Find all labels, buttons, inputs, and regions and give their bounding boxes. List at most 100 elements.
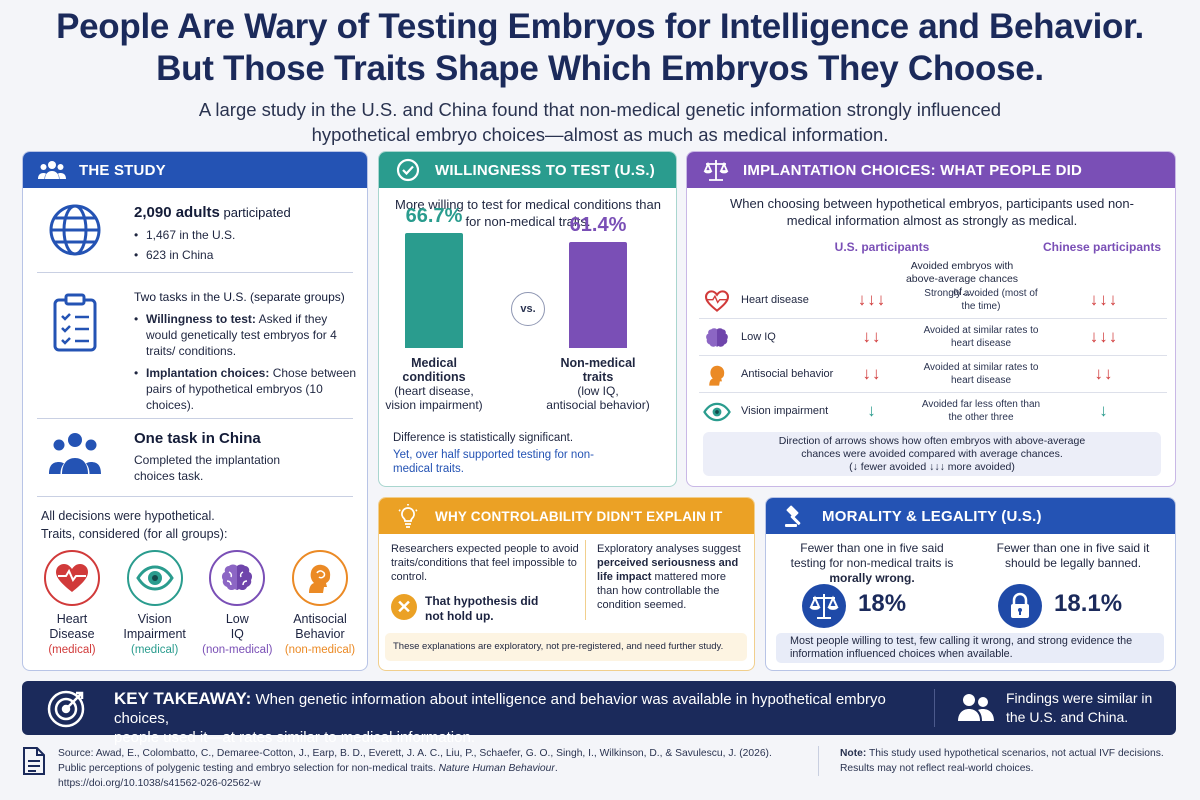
- nonmedical-label-detail: antisocial behavior): [546, 398, 650, 412]
- people-group-icon: [49, 430, 101, 481]
- person-head-icon: [703, 361, 731, 389]
- nonmedical-bar: [569, 242, 627, 348]
- trait-category: (non-medical): [202, 644, 273, 656]
- eye-icon: [126, 550, 183, 606]
- key-takeaway-line: When genetic information about intellige…: [114, 691, 886, 727]
- us-arrows: ↓↓↓: [857, 290, 887, 309]
- exploratory-post: mattered more than how controllable the …: [597, 571, 726, 611]
- person-head-icon: [291, 550, 348, 606]
- trait-low-iq: Low IQ (non-medical): [196, 550, 278, 658]
- implantation-header: IMPLANTATION CHOICES: WHAT PEOPLE DID: [687, 152, 1175, 188]
- participants-count: 2,090 adults: [134, 204, 220, 221]
- divider: [37, 496, 353, 497]
- nonmedical-label-bold: traits: [582, 370, 614, 384]
- us-arrows: ↓↓: [862, 327, 882, 346]
- willingness-panel: WILLINGNESS TO TEST (U.S.) More willing …: [378, 151, 677, 487]
- willingness-intro: More willing to test for medical conditi…: [395, 197, 661, 229]
- clipboard-icon: [51, 292, 99, 357]
- task2-label: Implantation choices:: [146, 366, 270, 380]
- moral-line: testing for non-medical traits is: [790, 556, 954, 570]
- middle-column-header: Avoided embryos with above-average chanc…: [905, 260, 1019, 298]
- row-description: Avoided far less often than the other th…: [921, 399, 1041, 423]
- task-implantation: Implantation choices: Chose between pair…: [134, 365, 359, 413]
- lightbulb-icon: [393, 504, 423, 528]
- subtitle-line-1: A large study in the U.S. and China foun…: [198, 99, 1002, 120]
- heart-icon: [44, 550, 100, 606]
- trait-name: Disease: [49, 627, 95, 641]
- morality-header-label: MORALITY & LEGALITY (U.S.): [822, 507, 1042, 525]
- willingness-header-label: WILLINGNESS TO TEST (U.S.): [435, 161, 655, 179]
- source-doi-link[interactable]: https://doi.org/10.1038/s41562-026-02562…: [58, 778, 261, 789]
- trait-name: Antisocial: [293, 612, 347, 626]
- source-journal: Nature Human Behaviour: [438, 763, 555, 774]
- china-arrows: ↓↓↓: [1089, 327, 1119, 346]
- trait-heart-disease: Heart Disease (medical): [31, 550, 113, 658]
- china-count: 623 in China: [134, 247, 354, 263]
- arrow-legend: Direction of arrows shows how often embr…: [703, 432, 1161, 476]
- divider: [585, 540, 586, 620]
- traits-note: Traits, considered (for all groups):: [41, 527, 228, 541]
- row-name: Heart disease: [741, 294, 809, 306]
- trait-name: Vision: [137, 612, 172, 626]
- exploratory-text: Exploratory analyses suggest perceived s…: [597, 542, 747, 612]
- medical-label: Medical conditions (heart disease, visio…: [379, 356, 494, 412]
- exploratory-bold: perceived seriousness and life impact: [597, 557, 739, 583]
- task-willingness: Willingness to test: Asked if they would…: [134, 311, 359, 359]
- moral-line: Fewer than one in five said: [800, 541, 944, 555]
- task1-label: Willingness to test:: [146, 312, 256, 326]
- china-participants-label: Chinese participants: [1042, 240, 1162, 254]
- nonmedical-label: Non-medical traits (low IQ, antisocial b…: [538, 356, 658, 412]
- tasks-title: Two tasks: [134, 290, 188, 304]
- participants-block: 2,090 adults participated 1,467 in the U…: [134, 204, 354, 263]
- note-text: This study used hypothetical scenarios, …: [866, 748, 1164, 759]
- page-subtitle: A large study in the U.S. and China foun…: [150, 97, 1050, 147]
- divider: [818, 746, 819, 776]
- legal-stat-text: Fewer than one in five said it should be…: [978, 541, 1168, 571]
- globe-icon: [47, 202, 103, 263]
- controllability-header: WHY CONTROLABILITY DIDN'T EXPLAIN IT: [379, 498, 754, 534]
- controllability-panel: WHY CONTROLABILITY DIDN'T EXPLAIN IT Res…: [378, 497, 755, 671]
- trait-category: (medical): [48, 644, 96, 656]
- source-line: Public perceptions of polygenic testing …: [58, 761, 818, 776]
- key-takeaway-label: KEY TAKEAWAY:: [114, 689, 252, 708]
- moral-bold: morally wrong.: [829, 571, 915, 585]
- target-icon: [46, 687, 88, 729]
- us-arrows: ↓: [867, 401, 877, 420]
- people-group-icon: [37, 158, 67, 182]
- heart-icon: [703, 287, 731, 315]
- medical-label-detail: vision impairment): [385, 398, 483, 412]
- x-circle-icon: ✕: [391, 594, 417, 620]
- half-support-note: Yet, over half supported testing for non…: [393, 449, 594, 475]
- row-name: Low IQ: [741, 331, 776, 343]
- traits-list: Heart Disease (medical) Vision Impairmen…: [31, 550, 361, 658]
- implantation-row: Heart disease ↓↓↓ Strongly avoided (most…: [699, 283, 1167, 319]
- moral-stat-text: Fewer than one in five said testing for …: [772, 541, 972, 586]
- china-task-block: One task in China Completed the implanta…: [134, 430, 354, 484]
- tasks-block: Two tasks in the U.S. (separate groups) …: [134, 288, 359, 413]
- china-task-title: One task in China: [134, 430, 261, 447]
- source-citation: Source: Awad, E., Colombatto, C., Demare…: [58, 746, 818, 791]
- study-panel: THE STUDY 2,090 adults participated 1,46…: [22, 151, 368, 671]
- source-line: Source: Awad, E., Colombatto, C., Demare…: [58, 748, 772, 759]
- brain-icon: [703, 324, 731, 352]
- study-header: THE STUDY: [23, 152, 367, 188]
- trait-name: Heart: [56, 612, 88, 626]
- study-header-label: THE STUDY: [79, 161, 166, 179]
- china-task-desc: Completed the implantation choices task.: [134, 453, 281, 483]
- exploratory-pre: Exploratory analyses suggest: [597, 543, 741, 555]
- source-title: Public perceptions of polygenic testing …: [58, 763, 439, 774]
- trait-name: Impairment: [123, 627, 186, 641]
- scales-icon: [701, 158, 731, 182]
- moral-percent: 18%: [858, 590, 907, 617]
- implantation-row: Vision impairment ↓ Avoided far less oft…: [699, 394, 1167, 430]
- row-description: Avoided at similar rates to heart diseas…: [923, 325, 1039, 349]
- implantation-intro: When choosing between hypothetical embry…: [730, 196, 1134, 228]
- page-title: People Are Wary of Testing Embryos for I…: [0, 6, 1200, 90]
- similar-findings-text: Findings were similar in the U.S. and Ch…: [1006, 690, 1153, 725]
- brain-icon: [209, 550, 266, 606]
- subtitle-line-2: hypothetical embryo choices—almost as mu…: [311, 124, 889, 145]
- eye-icon: [703, 398, 731, 426]
- implantation-row: Antisocial behavior ↓↓ Avoided at simila…: [699, 357, 1167, 393]
- exploratory-footnote: These explanations are exploratory, not …: [385, 633, 747, 661]
- legal-line: should be legally banned.: [1004, 556, 1142, 570]
